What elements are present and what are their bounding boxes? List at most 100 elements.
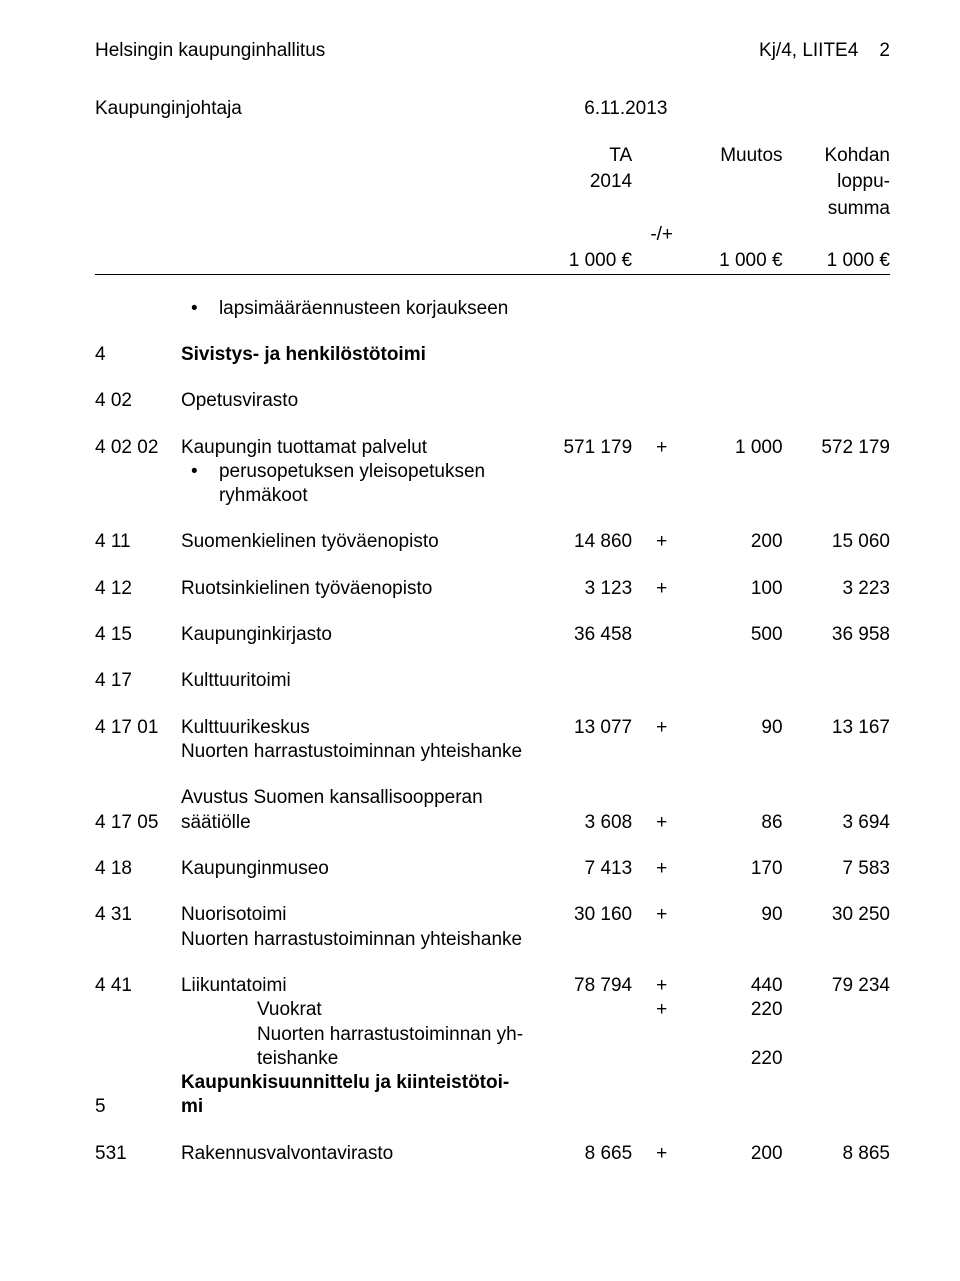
row-code: 4 17 01: [95, 716, 181, 740]
row-code: 5: [95, 1095, 181, 1119]
row-sign: +: [632, 974, 691, 998]
row-sum: 36 958: [783, 623, 890, 647]
row-label: Kulttuurikeskus: [181, 716, 541, 740]
page-header: Helsingin kaupunginhallitus Kj/4, LIITE4…: [95, 40, 890, 62]
bullet-item: • lapsimääräennusteen korjaukseen: [181, 297, 541, 321]
row-label: Kaupunginmuseo: [181, 857, 541, 881]
table-row: Nuorten harrastustoiminnan yhteishanke: [95, 928, 890, 952]
row-code: 4 41: [95, 974, 181, 998]
row-sum: 15 060: [783, 530, 890, 554]
table-row: teishanke 220: [95, 1047, 890, 1071]
budget-table: TA Muutos Kohdan 2014 loppu- summa -/+ 1…: [95, 144, 890, 1166]
row-mut: 90: [691, 716, 782, 740]
row-sign: +: [632, 530, 691, 554]
row-mut: 200: [691, 530, 782, 554]
row-sublabel: Vuokrat: [181, 998, 541, 1022]
row-code: 4 12: [95, 577, 181, 601]
row-ta: 14 860: [541, 530, 632, 554]
row-sum: 13 167: [783, 716, 890, 740]
row-sublabel: Nuorten harrastustoiminnan yh-: [181, 1023, 541, 1047]
row-ta: 7 413: [541, 857, 632, 881]
row-ta: 13 077: [541, 716, 632, 740]
row-code: 4 02: [95, 389, 181, 413]
table-row: 4 17 05 säätiölle 3 608 + 86 3 694: [95, 811, 890, 835]
col-unit: 1 000 €: [783, 249, 890, 274]
table-row: 4 17 01 Kulttuurikeskus 13 077 + 90 13 1…: [95, 716, 890, 740]
table-row: 4 12 Ruotsinkielinen työväenopisto 3 123…: [95, 577, 890, 601]
header-left: Helsingin kaupunginhallitus: [95, 40, 325, 62]
row-mut: 100: [691, 577, 782, 601]
row-sign: +: [632, 577, 691, 601]
bullet-item: • perusopetuksen yleisopetuksen ryhmäkoo…: [181, 460, 541, 509]
row-code: 4 11: [95, 530, 181, 554]
row-sum: 30 250: [783, 903, 890, 927]
row-mut: 440: [691, 974, 782, 998]
row-label: Suomenkielinen työväenopisto: [181, 530, 541, 554]
row-label: Ruotsinkielinen työväenopisto: [181, 577, 541, 601]
row-sign: +: [632, 1142, 691, 1166]
row-sublabel: Nuorten harrastustoiminnan yhteishanke: [181, 928, 541, 952]
row-label: Rakennusvalvontavirasto: [181, 1142, 541, 1166]
table-row: • perusopetuksen yleisopetuksen ryhmäkoo…: [95, 460, 890, 509]
row-label: säätiölle: [181, 811, 541, 835]
bullet-text: perusopetuksen yleisopetuksen ryhmäkoot: [219, 460, 541, 509]
row-sign: +: [632, 811, 691, 835]
table-row: 4 15 Kaupunginkirjasto 36 458 500 36 958: [95, 623, 890, 647]
row-code: 4: [95, 343, 181, 367]
row-ta: 8 665: [541, 1142, 632, 1166]
row-ta: 78 794: [541, 974, 632, 998]
row-ta: 3 123: [541, 577, 632, 601]
row-code: 531: [95, 1142, 181, 1166]
row-mut: 1 000: [691, 436, 782, 460]
table-row: • lapsimääräennusteen korjaukseen: [95, 297, 890, 321]
col-summa: summa: [783, 197, 890, 223]
row-sum: 8 865: [783, 1142, 890, 1166]
row-label: Sivistys- ja henkilöstötoimi: [181, 343, 541, 367]
row-label: Kaupungin tuottamat palvelut: [181, 436, 541, 460]
row-mut: 220: [691, 1047, 782, 1071]
row-sign: +: [632, 857, 691, 881]
col-plusminus: -/+: [632, 223, 691, 249]
table-row: 4 41 Liikuntatoimi 78 794 + 440 79 234: [95, 974, 890, 998]
row-sum: 7 583: [783, 857, 890, 881]
row-label: Kaupunkisuunnittelu ja kiinteistötoi-: [181, 1071, 541, 1095]
col-unit: 1 000 €: [691, 249, 782, 274]
col-muutos: Muutos: [691, 144, 782, 170]
table-row: 4 02 02 Kaupungin tuottamat palvelut 571…: [95, 436, 890, 460]
table-head-row: summa: [95, 197, 890, 223]
table-row: Kaupunkisuunnittelu ja kiinteistötoi-: [95, 1071, 890, 1095]
row-mut: 90: [691, 903, 782, 927]
row-label: mi: [181, 1095, 541, 1119]
row-sign: +: [632, 903, 691, 927]
row-label: Kulttuuritoimi: [181, 669, 541, 693]
bullet-icon: •: [181, 460, 219, 509]
table-row: Avustus Suomen kansallisoopperan: [95, 786, 890, 810]
row-mut: 200: [691, 1142, 782, 1166]
col-ta: TA: [541, 144, 632, 170]
row-sum: 572 179: [783, 436, 890, 460]
table-row: 531 Rakennusvalvontavirasto 8 665 + 200 …: [95, 1142, 890, 1166]
table-row: 5 mi: [95, 1095, 890, 1119]
row-ta: 571 179: [541, 436, 632, 460]
table-row: 4 02 Opetusvirasto: [95, 389, 890, 413]
row-code: 4 15: [95, 623, 181, 647]
row-label: Nuorisotoimi: [181, 903, 541, 927]
subheader-date: 6.11.2013: [584, 98, 667, 120]
row-ta: 3 608: [541, 811, 632, 835]
table-row: Nuorten harrastustoiminnan yh-: [95, 1023, 890, 1047]
bullet-text: lapsimääräennusteen korjaukseen: [219, 297, 541, 321]
subheader: Kaupunginjohtaja 6.11.2013: [95, 98, 667, 120]
row-sum: 3 223: [783, 577, 890, 601]
row-sum: 79 234: [783, 974, 890, 998]
bullet-icon: •: [181, 297, 219, 321]
table-row: 4 31 Nuorisotoimi 30 160 + 90 30 250: [95, 903, 890, 927]
row-code: 4 18: [95, 857, 181, 881]
row-sublabel: Nuorten harrastustoiminnan yhteishanke: [181, 740, 541, 764]
col-loppu: loppu-: [783, 170, 890, 196]
row-mut: 220: [691, 998, 782, 1022]
row-sign: +: [632, 436, 691, 460]
row-ta: 36 458: [541, 623, 632, 647]
row-sign: +: [632, 998, 691, 1022]
row-code: 4 17: [95, 669, 181, 693]
row-ta: 30 160: [541, 903, 632, 927]
